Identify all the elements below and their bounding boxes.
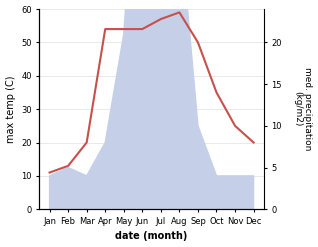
- X-axis label: date (month): date (month): [115, 231, 188, 242]
- Y-axis label: max temp (C): max temp (C): [5, 75, 16, 143]
- Y-axis label: med. precipitation
(kg/m2): med. precipitation (kg/m2): [293, 67, 313, 151]
